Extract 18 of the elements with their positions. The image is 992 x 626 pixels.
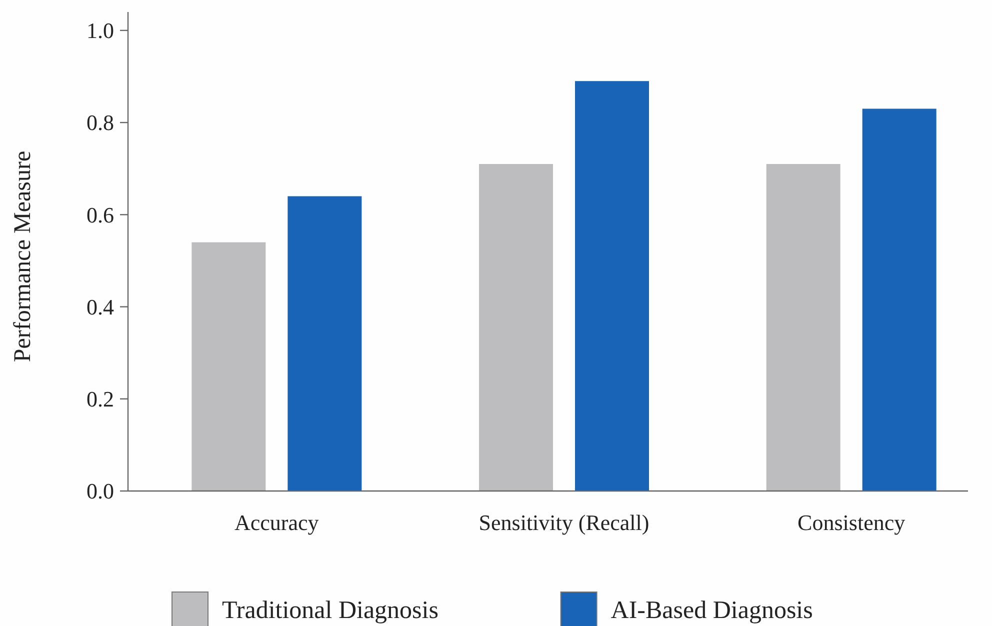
y-tick-label: 0.4 <box>86 294 114 320</box>
bar <box>192 242 266 491</box>
y-tick-label: 1.0 <box>86 18 114 44</box>
bar <box>766 164 840 491</box>
x-tick-label: Sensitivity (Recall) <box>478 510 650 535</box>
bar <box>288 196 362 491</box>
x-tick-label: Accuracy <box>234 510 319 535</box>
legend-label: AI-Based Diagnosis <box>610 597 813 624</box>
x-tick-label: Consistency <box>798 510 906 535</box>
bar <box>862 108 936 491</box>
y-tick-label: 0.2 <box>86 386 114 412</box>
y-axis-title: Performance Measure <box>10 150 36 362</box>
bar <box>479 164 553 491</box>
y-tick-label: 0.0 <box>86 478 114 504</box>
y-tick-label: 0.6 <box>86 202 114 228</box>
y-tick-label: 0.8 <box>86 110 114 136</box>
bar <box>575 81 649 491</box>
legend-label: Traditional Diagnosis <box>222 597 438 624</box>
